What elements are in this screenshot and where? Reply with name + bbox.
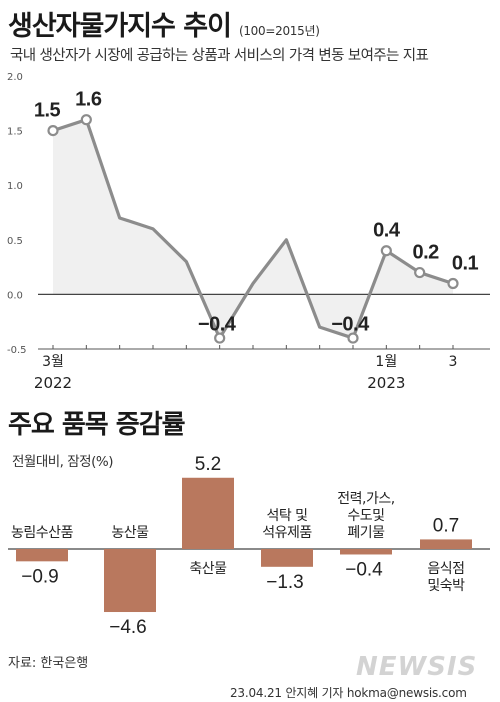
- bar: [16, 549, 68, 562]
- data-point: [47, 125, 59, 137]
- data-label: 0.1: [452, 252, 479, 274]
- subtitle: 국내 생산자가 시장에 공급하는 상품과 서비스의 가격 변동 보여주는 지표: [10, 48, 429, 64]
- area-fill: [53, 119, 453, 339]
- bar-category-label: 및숙박: [427, 578, 465, 594]
- data-point: [380, 245, 392, 257]
- title-unit: (100=2015년): [238, 24, 320, 38]
- section-unit: 전월대비, 잠정(%): [12, 454, 113, 470]
- section-title: 주요 품목 증감률: [8, 410, 186, 440]
- data-point: [80, 114, 92, 126]
- bar: [261, 549, 313, 567]
- x-tick-label: 3월: [42, 354, 64, 370]
- bar-category-label: 수도및: [347, 508, 384, 524]
- data-point: [347, 332, 359, 344]
- data-label: 0.4: [373, 220, 401, 242]
- data-label: 0.2: [413, 242, 440, 264]
- bar-category-label: 석유제품: [262, 525, 312, 541]
- y-tick-label: 0.0: [7, 290, 23, 301]
- bar-value-label: −0.4: [345, 559, 383, 580]
- data-label: 1.6: [75, 89, 102, 111]
- line-chart: 2.0 1.5 1.0 0.5 0.0 -0.5 1.5 1.6 −0.4 −0.4 0.4 0.2 0…: [7, 72, 490, 392]
- bar-category-label: 전력,가스,: [337, 491, 394, 507]
- newsis-logo: NEWSIS: [356, 652, 478, 682]
- bar-category-label: 석탁 및: [266, 508, 307, 524]
- bar-category-label: 농산물: [111, 525, 149, 541]
- data-point: [447, 277, 459, 290]
- y-tick-label: 2.0: [7, 72, 23, 83]
- bar-value-label: −0.9: [21, 566, 59, 587]
- bar: [182, 477, 234, 549]
- x-tick-label: 1월: [375, 354, 397, 370]
- bar: [340, 549, 392, 555]
- y-tick-label: -0.5: [7, 345, 27, 356]
- bar: [420, 539, 472, 549]
- x-year-label: 2022: [34, 374, 72, 392]
- data-label: 1.5: [34, 100, 61, 122]
- data-label: −0.4: [331, 313, 370, 335]
- page-title: 생산자물가지수 추이: [8, 11, 232, 42]
- y-tick-label: 0.5: [7, 236, 23, 247]
- bar-value-label: 0.7: [433, 515, 459, 536]
- bar-category-label: 농림수산품: [11, 525, 74, 541]
- x-year-label: 2023: [367, 374, 405, 392]
- bar-category-label: 축산물: [189, 561, 227, 577]
- bar-value-label: −4.6: [109, 617, 147, 638]
- byline: 23.04.21 안지혜 기자 hokma@newsis.com: [230, 686, 467, 700]
- title-row: 생산자물가지수 추이 (100=2015년): [8, 4, 320, 43]
- data-point: [214, 332, 226, 344]
- bar-value-label: 5.2: [195, 454, 221, 475]
- y-tick-label: 1.5: [7, 127, 23, 138]
- x-tick-label: 3: [449, 354, 458, 370]
- source-note: 자료: 한국은행: [8, 656, 89, 671]
- bar: [104, 549, 156, 613]
- y-tick-label: 1.0: [7, 181, 23, 192]
- bar-category-label: 폐기물: [347, 525, 385, 541]
- bar-value-label: −1.3: [266, 572, 304, 593]
- data-point: [414, 266, 426, 279]
- bar-category-label: 음식점: [427, 561, 464, 577]
- data-label: −0.4: [198, 313, 237, 335]
